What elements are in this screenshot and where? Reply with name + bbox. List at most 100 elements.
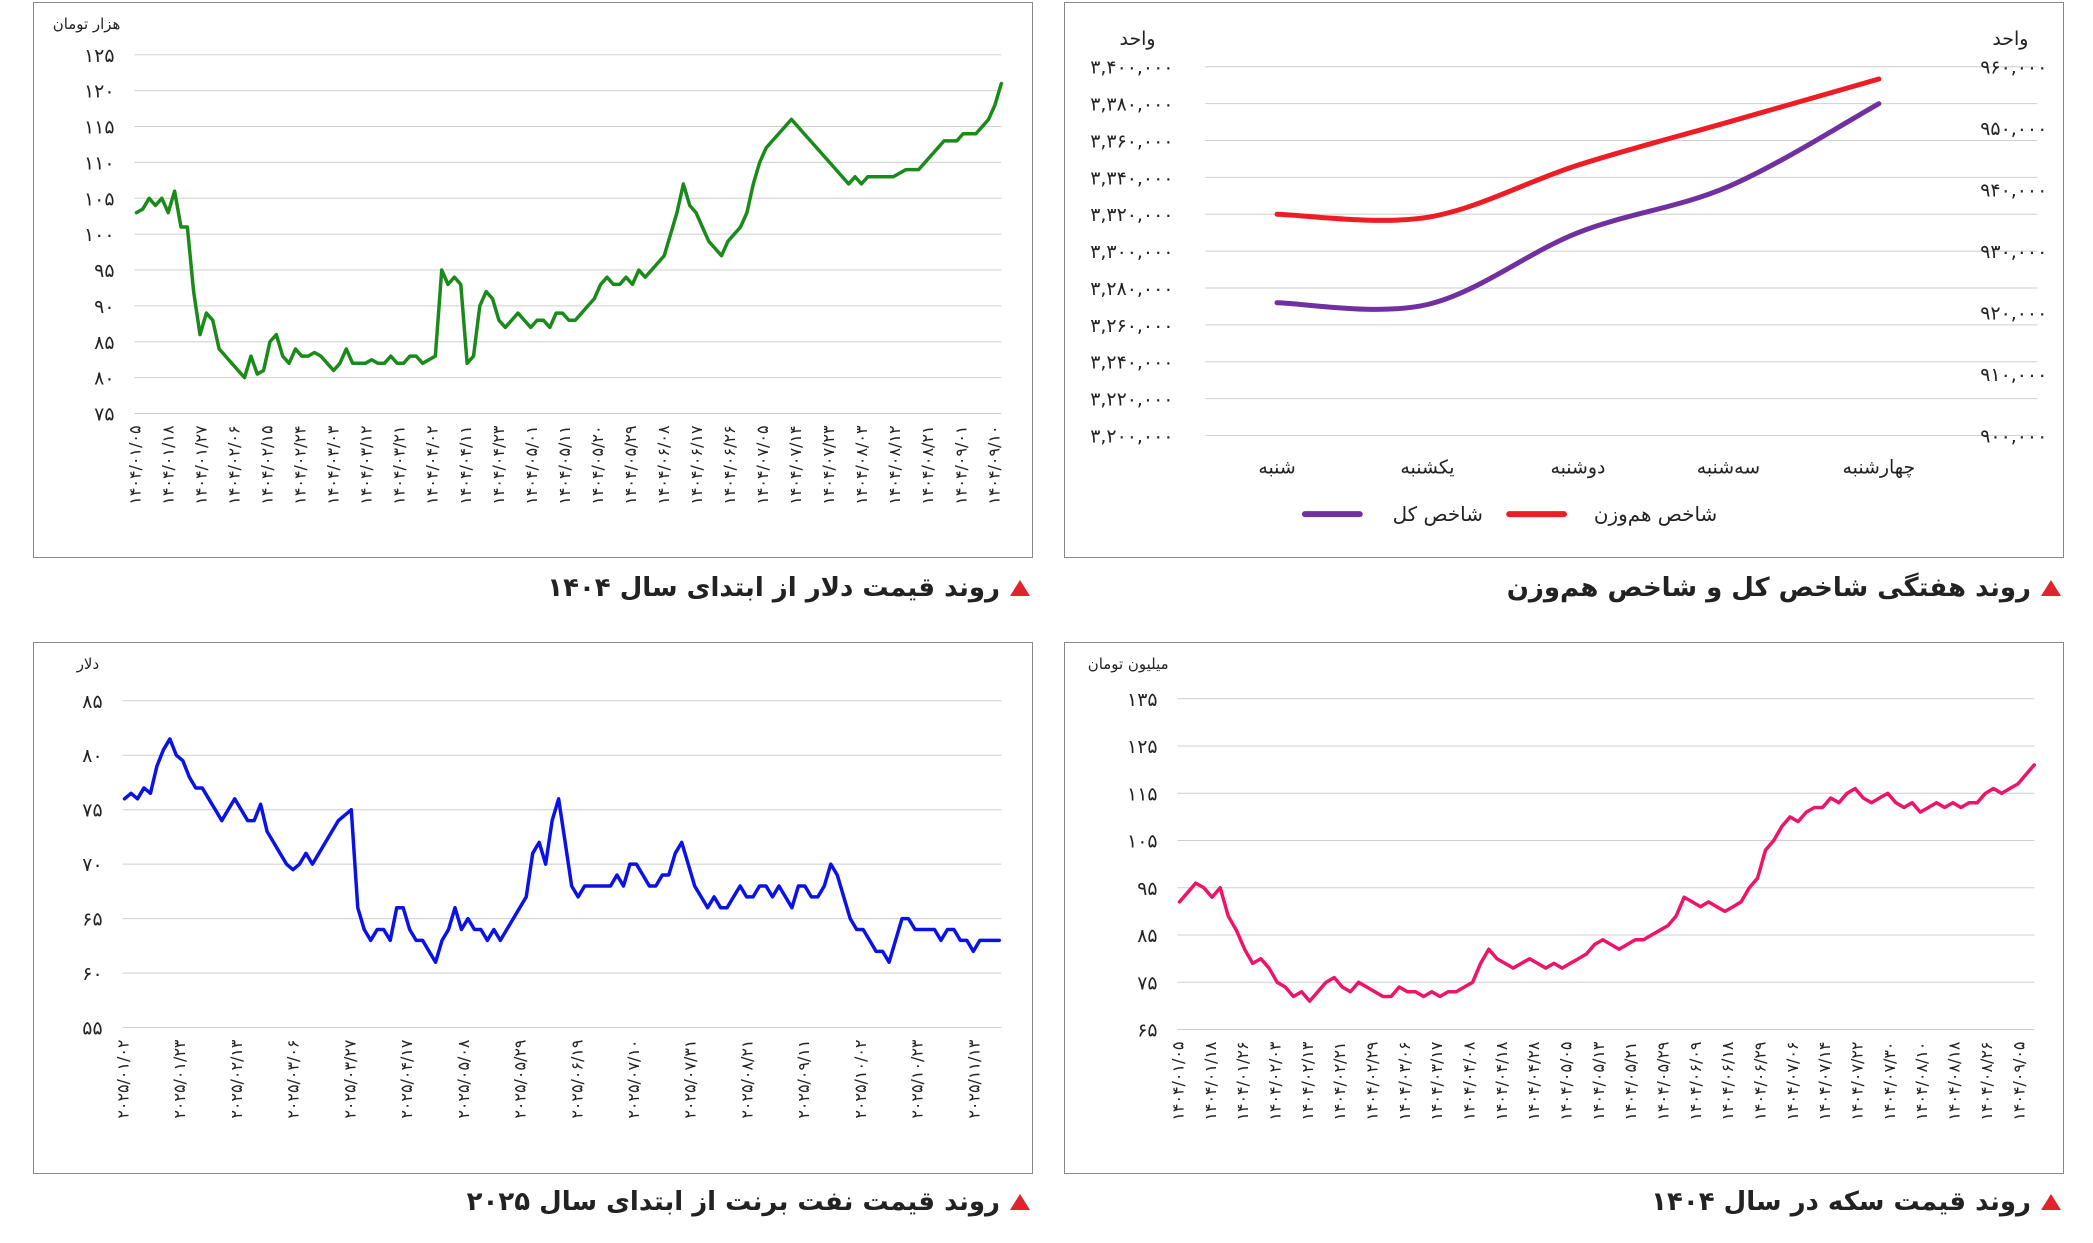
weekly-index-chart: واحد واحد ۳,۲۰۰,۰۰۰ ۳,۲۲۰,۰۰۰ ۳,۲۴۰,۰۰۰ ۳,۲۶۰… [1090, 28, 2047, 526]
x-tick-label: ۱۴۰۴/۰۲/۱۳ [1298, 1041, 1317, 1121]
x-tick-label: ۱۴۰۴/۰۴/۰۲ [423, 425, 442, 504]
x-tick-label: ۱۴۰۴/۰۵/۱۳ [1589, 1041, 1608, 1121]
y-tick-label: ۹۵ [1137, 878, 1157, 900]
y-tick-label: ۱۲۵ [84, 45, 115, 67]
dollar-chart: هزار تومان ۷۵ ۸۰ ۸۵ ۹۰ ۹۵ ۱۰۰ ۱۰۵ ۱۱۰ ۱۱۵ ۱۲۰ ۱۲۵ ۱۴… [53, 15, 1004, 505]
x-tick-label: ۱۴۰۴/۰۷/۲۳ [819, 425, 838, 505]
y-tick-label: ۱۰۵ [1127, 831, 1157, 853]
x-tick-label: ۱۴۰۴/۰۷/۲۲ [1848, 1041, 1867, 1120]
x-tick-label: ۱۴۰۴/۰۸/۲۱ [918, 425, 937, 504]
y-tick-label: ۸۵ [94, 332, 114, 354]
x-tick-label: ۲۰۲۵/۰۲/۱۳ [227, 1039, 246, 1119]
y-tick-label: ۸۰ [82, 745, 102, 767]
x-tick-label: ۱۴۰۴/۰۶/۰۹ [1686, 1041, 1705, 1120]
x-tick-label: ۱۴۰۴/۰۱/۱۸ [158, 425, 177, 505]
y-tick-label: ۸۵ [82, 691, 102, 713]
x-tick-label: ۱۴۰۴/۰۱/۰۵ [1168, 1041, 1187, 1120]
x-tick-label: ۱۴۰۴/۰۱/۲۷ [191, 425, 210, 505]
y-tick-label: ۷۵ [1137, 972, 1157, 994]
right-y-tick-label: ۹۱۰,۰۰۰ [1980, 364, 2047, 386]
x-tick-label: ۱۴۰۴/۰۵/۲۰ [588, 425, 607, 504]
left-y-tick-label: ۳,۳۰۰,۰۰۰ [1090, 241, 1173, 263]
x-tick-label: ۱۴۰۴/۰۵/۲۱ [1621, 1041, 1640, 1120]
x-tick-label: ۱۴۰۴/۰۵/۲۹ [621, 425, 640, 504]
y-tick-label: ۹۵ [94, 260, 114, 282]
x-tick-label: ۱۴۰۴/۰۹/۰۵ [2009, 1041, 2028, 1120]
x-category-label: یکشنبه [1400, 456, 1454, 478]
x-tick-label: ۱۴۰۴/۰۴/۲۸ [1524, 1041, 1543, 1121]
x-tick-label: ۱۴۰۴/۰۲/۲۹ [1362, 1041, 1381, 1120]
x-tick-label: ۱۴۰۴/۰۱/۱۸ [1201, 1041, 1220, 1121]
weekly-index-caption: روند هفتگی شاخص کل و شاخص هم‌وزن [1507, 573, 2061, 603]
x-tick-label: ۱۴۰۴/۰۸/۰۳ [852, 425, 871, 505]
left-y-tick-label: ۳,۳۴۰,۰۰۰ [1090, 167, 1173, 189]
x-category-label: دوشنبه [1550, 456, 1605, 478]
dollar-chart-panel: هزار تومان ۷۵ ۸۰ ۸۵ ۹۰ ۹۵ ۱۰۰ ۱۰۵ ۱۱۰ ۱۱۵ ۱۲۰ ۱۲۵ ۱۴… [33, 2, 1033, 558]
x-tick-label: ۱۴۰۴/۰۷/۱۴ [1815, 1041, 1834, 1120]
left-y-tick-label: ۳,۴۰۰,۰۰۰ [1090, 57, 1173, 79]
x-tick-label: ۱۴۰۴/۰۲/۱۵ [258, 425, 277, 504]
x-tick-label: ۲۰۲۵/۰۱/۲۳ [170, 1039, 189, 1119]
series-line [122, 737, 1001, 964]
brent-caption: روند قیمت نفت برنت از ابتدای سال ۲۰۲۵ [467, 1187, 1030, 1217]
x-tick-label: ۲۰۲۵/۰۵/۲۹ [511, 1040, 530, 1119]
caption-triangle-icon [2041, 580, 2061, 596]
x-tick-label: ۱۴۰۴/۰۶/۰۸ [654, 425, 673, 505]
x-tick-label: ۲۰۲۵/۱۱/۱۳ [964, 1039, 983, 1119]
weekly-index-caption-text: روند هفتگی شاخص کل و شاخص هم‌وزن [1506, 573, 2031, 603]
left-y-tick-label: ۳,۳۲۰,۰۰۰ [1090, 204, 1173, 226]
series-line [1274, 76, 1882, 223]
x-category-label: چهارشنبه [1842, 456, 1915, 478]
x-tick-label: ۲۰۲۵/۰۶/۱۹ [567, 1040, 586, 1119]
x-tick-label: ۱۴۰۴/۰۱/۰۵ [125, 425, 144, 504]
x-tick-label: ۱۴۰۴/۰۴/۱۸ [1492, 1041, 1511, 1121]
x-tick-label: ۲۰۲۵/۰۵/۰۸ [454, 1039, 473, 1119]
x-tick-label: ۱۴۰۴/۰۵/۰۵ [1557, 1041, 1576, 1120]
x-tick-label: ۱۴۰۴/۰۳/۱۷ [1427, 1041, 1446, 1121]
coin-chart-panel: میلیون تومان ۶۵ ۷۵ ۸۵ ۹۵ ۱۰۵ ۱۱۵ ۱۲۵ ۱۳۵ ۱۴۰۴/۰۱/… [1064, 642, 2064, 1174]
y-tick-label: ۱۰۰ [84, 224, 115, 246]
brent-chart: دلار ۵۵ ۶۰ ۶۵ ۷۰ ۷۵ ۸۰ ۸۵ ۲۰۲۵/۰۱/۰۲ ۲۰۲۵/۰۱/۲۳ ۲۰… [76, 655, 1002, 1119]
y-tick-label: ۱۰۵ [84, 188, 115, 210]
y-tick-label: ۱۳۵ [1127, 689, 1157, 711]
series-line [1177, 763, 2036, 1003]
x-tick-label: ۱۴۰۴/۰۲/۲۴ [291, 425, 310, 504]
right-y-tick-label: ۹۲۰,۰۰۰ [1980, 303, 2047, 325]
y-unit-label: میلیون تومان [1088, 655, 1169, 673]
x-tick-label: ۱۴۰۴/۰۸/۱۲ [885, 425, 904, 504]
y-tick-label: ۱۱۵ [1127, 783, 1157, 805]
x-tick-label: ۲۰۲۵/۰۴/۱۷ [397, 1039, 416, 1119]
dollar-caption-text: روند قیمت دلار از ابتدای سال ۱۴۰۴ [547, 573, 1000, 603]
y-tick-label: ۱۲۵ [1127, 736, 1157, 758]
x-tick-label: ۱۴۰۴/۰۱/۲۶ [1233, 1041, 1252, 1120]
right-y-tick-label: ۹۰۰,۰۰۰ [1980, 425, 2047, 447]
x-tick-label: ۱۴۰۴/۰۲/۰۳ [1265, 1041, 1284, 1121]
x-tick-label: ۲۰۲۵/۰۹/۱۱ [794, 1040, 813, 1119]
y-tick-label: ۶۰ [82, 963, 102, 985]
y-unit-label: دلار [76, 655, 99, 673]
x-tick-label: ۲۰۲۵/۰۸/۲۱ [737, 1040, 756, 1119]
y-tick-label: ۷۵ [94, 403, 114, 425]
left-y-tick-label: ۳,۲۸۰,۰۰۰ [1090, 278, 1173, 300]
caption-triangle-icon [1010, 580, 1030, 596]
x-tick-label: ۲۰۲۵/۰۷/۳۱ [681, 1040, 700, 1119]
left-y-tick-label: ۳,۳۸۰,۰۰۰ [1090, 94, 1173, 116]
x-tick-label: ۱۴۰۴/۰۲/۲۱ [1330, 1041, 1349, 1120]
x-tick-label: ۲۰۲۵/۰۳/۲۷ [340, 1039, 359, 1119]
brent-caption-text: روند قیمت نفت برنت از ابتدای سال ۲۰۲۵ [466, 1187, 1000, 1217]
x-tick-label: ۱۴۰۴/۰۸/۱۰ [1912, 1041, 1931, 1120]
x-tick-label: ۱۴۰۴/۰۷/۱۴ [786, 425, 805, 504]
x-tick-label: ۱۴۰۴/۰۸/۱۸ [1945, 1041, 1964, 1121]
x-tick-label: ۱۴۰۴/۰۳/۲۱ [390, 425, 409, 504]
x-tick-label: ۱۴۰۴/۰۶/۲۶ [720, 425, 739, 504]
right-y-tick-label: ۹۴۰,۰۰۰ [1980, 180, 2047, 202]
x-tick-label: ۱۴۰۴/۰۸/۲۶ [1977, 1041, 1996, 1120]
coin-caption-text: روند قیمت سکه در سال ۱۴۰۴ [1651, 1187, 2031, 1217]
x-tick-label: ۱۴۰۴/۰۳/۰۳ [324, 425, 343, 505]
x-tick-label: ۱۴۰۴/۰۶/۲۹ [1751, 1041, 1770, 1120]
y-tick-label: ۱۱۵ [84, 117, 115, 139]
x-tick-label: ۱۴۰۴/۰۹/۰۱ [951, 425, 970, 504]
y-tick-label: ۱۱۰ [84, 152, 115, 174]
y-tick-label: ۶۵ [1137, 1020, 1157, 1042]
y-tick-label: ۵۵ [82, 1018, 102, 1040]
